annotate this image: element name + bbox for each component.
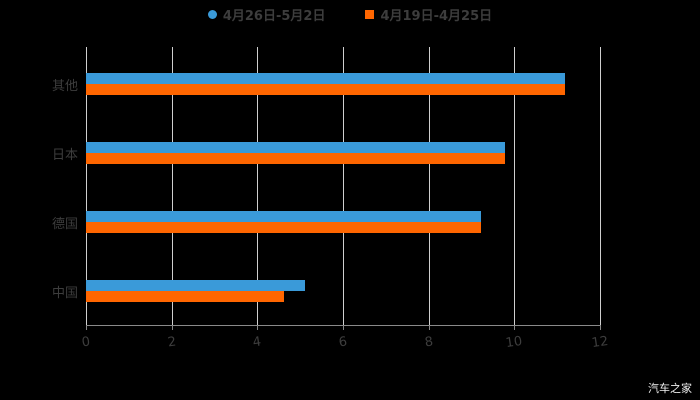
legend-square-icon	[365, 9, 375, 19]
bar-series-1[interactable]	[86, 73, 565, 84]
x-tick	[257, 325, 259, 330]
x-tick	[171, 325, 173, 330]
x-tick	[343, 325, 344, 330]
bar-series-1[interactable]	[86, 142, 505, 153]
plot-area	[86, 47, 601, 325]
x-tick	[428, 325, 430, 330]
x-tick-label: 0	[80, 334, 92, 351]
bar-series-2[interactable]	[86, 291, 284, 302]
watermark: 汽车之家	[648, 382, 692, 395]
legend-label: 4月19日-4月25日	[380, 8, 493, 24]
x-tick-label: 10	[505, 333, 524, 352]
bar-series-2[interactable]	[86, 153, 505, 164]
category-label: 德国	[51, 217, 78, 232]
bar-series-2[interactable]	[86, 222, 481, 233]
x-tick-label: 6	[337, 334, 349, 351]
gridline	[86, 47, 87, 325]
bar-series-1[interactable]	[86, 211, 481, 222]
legend-circle-icon	[207, 9, 217, 19]
x-tick-label: 2	[166, 334, 177, 351]
gridline	[257, 47, 259, 325]
gridline	[343, 47, 344, 325]
x-tick	[600, 325, 601, 330]
x-tick-label: 8	[423, 334, 434, 351]
gridline	[428, 47, 430, 325]
gridline	[600, 47, 601, 325]
category-label: 其他	[51, 79, 78, 94]
bar-series-2[interactable]	[86, 84, 565, 95]
x-tick-label: 12	[590, 333, 610, 352]
bar-series-1[interactable]	[86, 280, 305, 291]
chart-legend: 4月26日-5月2日 4月19日-4月25日	[0, 4, 700, 24]
legend-item-series-1[interactable]: 4月26日-5月2日	[207, 4, 326, 24]
gridline	[171, 47, 173, 325]
x-tick	[86, 325, 87, 330]
category-label: 日本	[51, 148, 78, 163]
legend-label: 4月26日-5月2日	[222, 8, 326, 24]
legend-item-series-2[interactable]: 4月19日-4月25日	[365, 4, 492, 24]
x-tick	[514, 325, 516, 330]
category-label: 中国	[51, 286, 78, 301]
gridline	[514, 47, 516, 325]
x-tick-label: 4	[252, 334, 263, 351]
